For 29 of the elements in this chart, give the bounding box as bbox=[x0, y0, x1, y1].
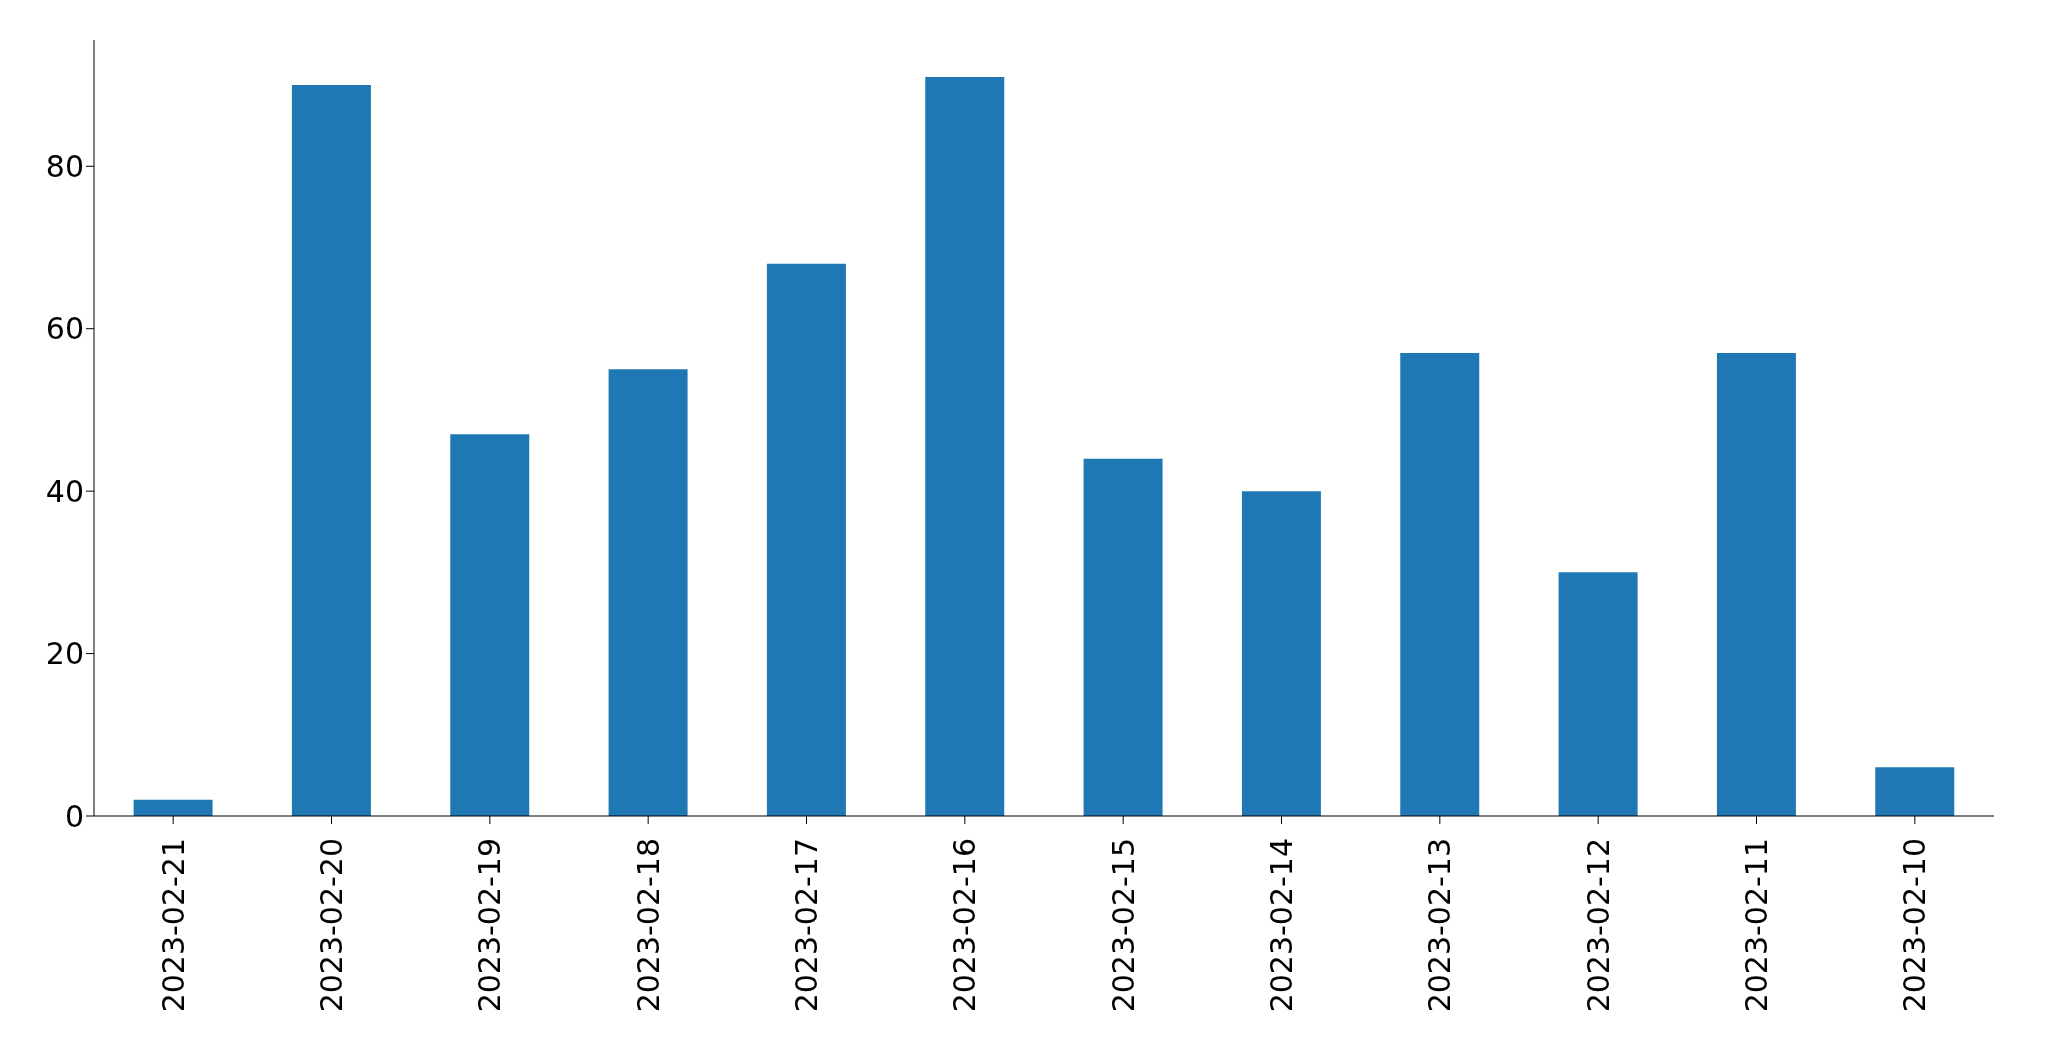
bar bbox=[766, 263, 846, 816]
y-tick-label: 20 bbox=[45, 636, 84, 672]
bar bbox=[450, 434, 530, 816]
bar bbox=[291, 85, 371, 816]
y-tick-label: 40 bbox=[45, 473, 84, 509]
bar bbox=[1558, 572, 1638, 816]
bar bbox=[1241, 491, 1321, 816]
x-tick-label: 2023-02-20 bbox=[314, 838, 349, 1013]
x-tick-label: 2023-02-10 bbox=[1897, 838, 1933, 1013]
bar bbox=[1875, 767, 1955, 816]
x-tick-label: 2023-02-17 bbox=[789, 838, 824, 1013]
x-tick-label: 2023-02-14 bbox=[1264, 838, 1299, 1013]
bar bbox=[1716, 353, 1796, 816]
x-tick-label: 2023-02-19 bbox=[472, 838, 508, 1013]
bar bbox=[1083, 458, 1163, 816]
y-tick-label: 60 bbox=[45, 311, 84, 347]
bar bbox=[925, 76, 1005, 816]
x-tick-label: 2023-02-15 bbox=[1105, 838, 1141, 1013]
y-tick-label: 0 bbox=[64, 798, 84, 834]
y-tick-label: 80 bbox=[45, 148, 84, 184]
x-tick-label: 2023-02-11 bbox=[1739, 838, 1774, 1013]
x-tick-label: 2023-02-16 bbox=[947, 838, 983, 1013]
bar bbox=[1400, 353, 1480, 816]
bar bbox=[608, 369, 688, 816]
x-tick-label: 2023-02-12 bbox=[1580, 838, 1616, 1013]
x-tick-label: 2023-02-21 bbox=[155, 838, 191, 1013]
x-tick-label: 2023-02-18 bbox=[630, 838, 666, 1013]
x-tick-label: 2023-02-13 bbox=[1422, 838, 1458, 1013]
bar bbox=[133, 799, 213, 816]
